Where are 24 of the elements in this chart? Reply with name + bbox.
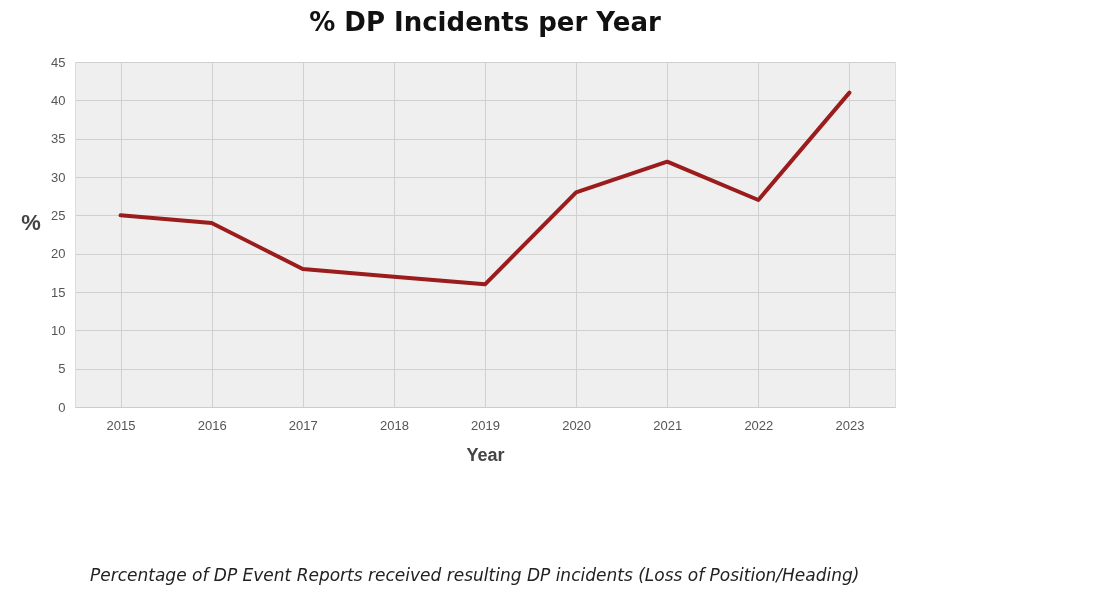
x-tick-label: 2021 [653, 417, 683, 433]
y-tick-label: 15 [51, 284, 66, 300]
y-tick-label: 35 [51, 131, 66, 147]
x-tick-label: 2018 [379, 417, 409, 433]
text: Percentage of DP Event Reports received resulting DP incidents (Loss of Position/Heading) [90, 565, 860, 585]
y-tick-label: 25 [51, 207, 66, 223]
x-tick-label: 2023 [835, 417, 865, 433]
x-tick-label: 2015 [106, 417, 136, 433]
x-tick-label: 2016 [197, 417, 227, 433]
x-tick-label: 2019 [471, 417, 500, 433]
y-tick-label: 5 [58, 361, 66, 377]
y-tick-label: 20 [51, 246, 66, 262]
x-tick-label: 2017 [288, 417, 318, 433]
chart-title: % DP Incidents per Year [309, 7, 661, 37]
y-tick-label: 40 [51, 92, 66, 108]
y-tick-label: 10 [51, 322, 66, 338]
y-tick-label: 30 [51, 169, 66, 185]
line-series [118, 90, 852, 287]
x-axis-title: Year [466, 444, 505, 465]
y-tick-label: 45 [51, 54, 66, 70]
x-tick-label: 2022 [744, 417, 774, 433]
y-tick-label: 0 [58, 399, 66, 415]
x-tick-label: 2020 [562, 417, 592, 433]
y-axis-title: % [21, 210, 41, 235]
